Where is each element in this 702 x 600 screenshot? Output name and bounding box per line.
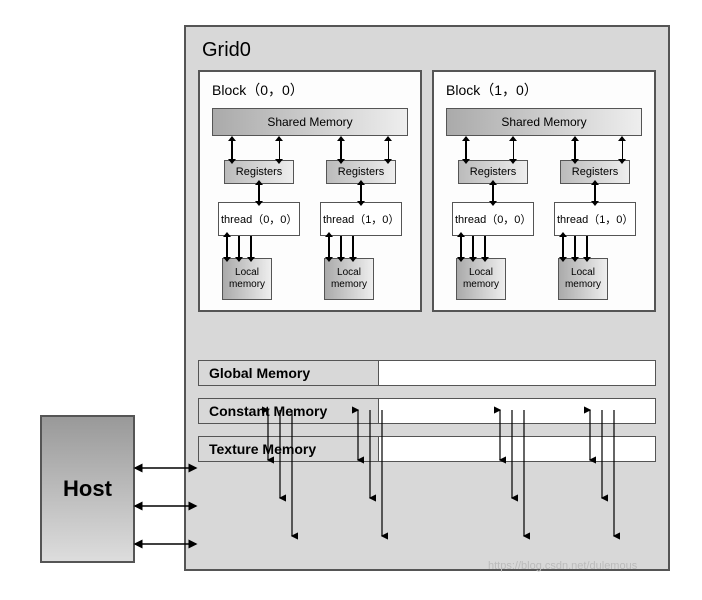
block-title: Block（1，0） — [446, 80, 646, 100]
thread-box: thread（1，0） — [554, 202, 636, 236]
memory-bar-global-memory: Global Memory — [198, 360, 656, 386]
arrows-shared-registers — [442, 140, 646, 160]
arrow-reg-thread — [212, 184, 306, 202]
thread-columns: Registersthread（0，0）LocalmemoryRegisters… — [446, 160, 642, 300]
local-memory: Localmemory — [222, 258, 272, 300]
memory-bar-body — [379, 437, 655, 461]
memory-bar-constant-memory: Constant Memory — [198, 398, 656, 424]
thread-box: thread（1，0） — [320, 202, 402, 236]
thread-col-0: Registersthread（0，0）Localmemory — [446, 160, 540, 300]
arrows-shared-registers — [208, 140, 412, 160]
grid-title: Grid0 — [202, 39, 656, 62]
thread-box: thread（0，0） — [218, 202, 300, 236]
thread-col-0: Registersthread（0，0）Localmemory — [212, 160, 306, 300]
block-1: Block（1，0）Shared MemoryRegistersthread（0… — [432, 70, 656, 312]
thread-col-1: Registersthread（1，0）Localmemory — [314, 160, 408, 300]
arrows-thread-down — [548, 236, 642, 258]
grid0: Grid0 Block（0，0）Shared MemoryRegistersth… — [184, 25, 670, 571]
local-memory: Localmemory — [456, 258, 506, 300]
thread-col-1: Registersthread（1，0）Localmemory — [548, 160, 642, 300]
arrow-reg-thread — [446, 184, 540, 202]
thread-columns: Registersthread（0，0）LocalmemoryRegisters… — [212, 160, 408, 300]
shared-memory: Shared Memory — [446, 108, 642, 136]
watermark: https://blog.csdn.net/dulemous — [488, 560, 637, 572]
memory-label: Constant Memory — [199, 399, 379, 423]
block-0: Block（0，0）Shared MemoryRegistersthread（0… — [198, 70, 422, 312]
blocks-row: Block（0，0）Shared MemoryRegistersthread（0… — [198, 70, 656, 312]
memory-bar-body — [379, 361, 655, 385]
memory-label: Texture Memory — [199, 437, 379, 461]
arrow-reg-thread — [548, 184, 642, 202]
thread-box: thread（0，0） — [452, 202, 534, 236]
memory-bar-texture-memory: Texture Memory — [198, 436, 656, 462]
arrows-thread-down — [212, 236, 306, 258]
block-title: Block（0，0） — [212, 80, 412, 100]
memory-label: Global Memory — [199, 361, 379, 385]
memory-bar-body — [379, 399, 655, 423]
arrow-reg-thread — [314, 184, 408, 202]
local-memory: Localmemory — [324, 258, 374, 300]
local-memory: Localmemory — [558, 258, 608, 300]
host-to-memory-arrows — [0, 0, 200, 600]
shared-memory: Shared Memory — [212, 108, 408, 136]
arrows-thread-down — [314, 236, 408, 258]
arrows-thread-down — [446, 236, 540, 258]
